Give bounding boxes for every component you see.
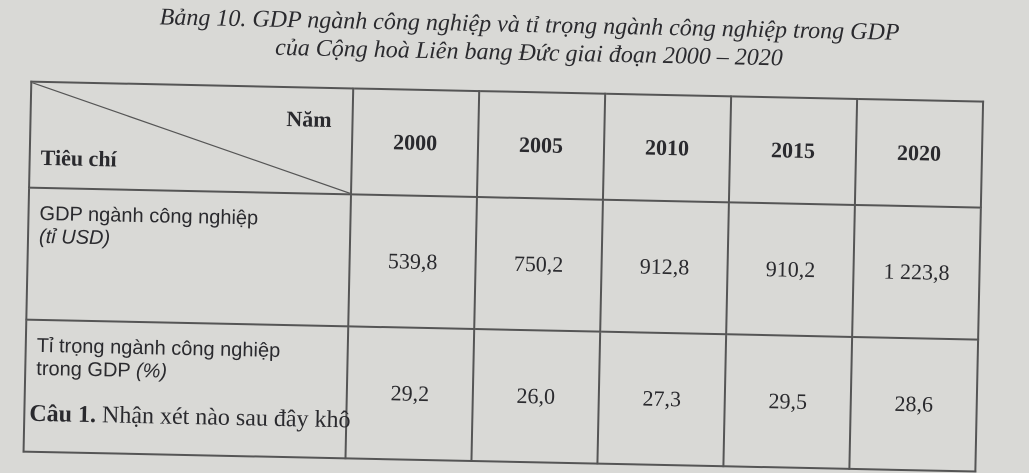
value-cell: 27,3 [597,331,727,467]
value-cell: 26,0 [471,329,601,464]
table-row: Tỉ trọng ngành công nghiệp trong GDP (%)… [23,319,979,472]
value-cell: 912,8 [600,199,729,335]
textbook-page: Bảng 10. GDP ngành công nghiệp và tỉ trọ… [23,4,984,472]
diagonal-divider [30,83,352,194]
criteria-cell: Tỉ trọng ngành công nghiệp trong GDP (%) [23,319,349,459]
value-cell: 29,2 [345,326,475,461]
value-cell: 1 223,8 [852,204,981,340]
header-row: Năm Tiêu chí 2000 2005 2010 2015 2020 [29,81,984,208]
diagonal-header-cell: Năm Tiêu chí [29,81,354,195]
table-row: GDP ngành công nghiệp (tỉ USD) 539,8 750… [26,187,981,340]
value-cell: 28,6 [849,336,979,472]
year-header: 2020 [854,98,984,208]
value-cell: 910,2 [726,202,855,337]
year-header: 2010 [602,93,732,203]
table-caption: Bảng 10. GDP ngành công nghiệp và tỉ trọ… [159,4,900,72]
value-cell: 750,2 [474,197,603,332]
criteria-cell: GDP ngành công nghiệp (tỉ USD) [26,187,352,327]
data-table: Năm Tiêu chí 2000 2005 2010 2015 2020 GD… [23,81,985,473]
value-cell: 539,8 [348,194,477,330]
year-header: 2000 [351,88,480,198]
year-header: 2015 [728,96,858,205]
year-header: 2005 [476,91,606,200]
value-cell: 29,5 [723,334,853,469]
